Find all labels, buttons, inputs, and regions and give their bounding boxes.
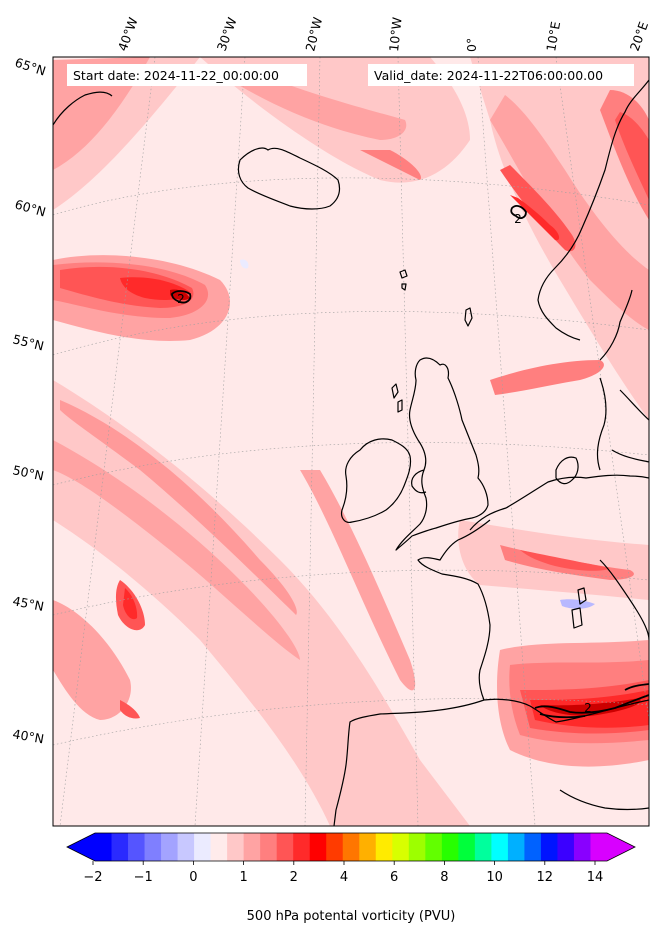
colorbar-segment: [161, 833, 178, 861]
colorbar-segment: [210, 833, 228, 861]
start-date-box: [67, 64, 307, 86]
colorbar-segment: [243, 833, 261, 861]
map-panel: 2 2 2: [53, 57, 649, 826]
colorbar-outline: [66, 832, 636, 862]
colorbar-segment: [276, 833, 294, 861]
lon-label-0: 0°: [464, 38, 479, 52]
outer-hebrides: [391, 383, 403, 413]
colorbar-label: 500 hPa potental vorticity (PVU): [247, 909, 456, 924]
faroe-islands: [399, 269, 408, 291]
lat-label-50n: 50°N: [11, 462, 45, 483]
sweden-coast: [596, 289, 633, 471]
denmark-coast: [555, 456, 579, 485]
north-africa-coast: [559, 789, 649, 811]
colorbar-tick-label: 10: [486, 870, 503, 885]
lon-label-10w: 10°W: [386, 16, 405, 52]
lat-label-60n: 60°N: [13, 196, 47, 219]
corsica-sardinia: [571, 587, 587, 629]
colorbar-segment: [177, 833, 195, 861]
colorbar-segment: [491, 833, 509, 861]
iceland-coast: [237, 147, 341, 210]
europe-north-coast: [469, 474, 649, 531]
lat-label-55n: 55°N: [11, 331, 45, 353]
colorbar-tick-label: 14: [587, 870, 604, 885]
colorbar-segment: [194, 833, 212, 861]
colorbar-tick-label: 8: [440, 870, 448, 885]
lon-label-20e: 20°E: [627, 20, 651, 53]
colorbar-tick-label: 2: [290, 870, 298, 885]
colorbar-segment: [342, 833, 360, 861]
scotland-england-coast: [395, 357, 489, 551]
colorbar-segment: [540, 833, 558, 861]
graticule: [53, 57, 649, 826]
valid-date-label: Valid_date: 2024-11-22T06:00:00.00: [374, 68, 603, 83]
colorbar-segment: [392, 833, 410, 861]
contour-label-2: 2: [514, 212, 522, 226]
colorbar-segment: [309, 833, 327, 861]
colorbar-tick-label: 0: [189, 870, 197, 885]
valid-date-box: [368, 64, 634, 86]
norway-coast: [537, 79, 649, 341]
colorbar-segment: [359, 833, 377, 861]
lat-label-65n: 65°N: [13, 55, 48, 79]
wales-coast: [411, 469, 427, 494]
colorbar-segment: [524, 833, 542, 861]
colorbar-segment: [590, 833, 608, 861]
lat-label-45n: 45°N: [11, 593, 45, 614]
longitude-labels: 40°W 30°W 20°W 10°W 0° 10°E 20°E: [115, 15, 651, 53]
latitude-labels: 65°N 60°N 55°N 50°N 45°N 40°N: [11, 55, 47, 747]
france-coast: [417, 519, 491, 701]
pv-2-contours: [171, 205, 649, 719]
map-frame: [52, 56, 650, 827]
lat-label-40n: 40°N: [11, 726, 45, 746]
contour-label-3: 2: [584, 701, 592, 715]
colorbar-tick-label: −1: [134, 870, 153, 885]
lon-label-30w: 30°W: [214, 15, 240, 53]
colorbar-segment: [474, 833, 492, 861]
colorbar-tick-label: 1: [239, 870, 247, 885]
colorbar-tick-label: 12: [537, 870, 554, 885]
colorbar: −2 −1 0 1 2 4 6 8 10 12 14: [66, 832, 636, 885]
colorbar-segment: [111, 833, 129, 861]
colorbar-extend-max: [607, 833, 635, 861]
colorbar-tick-label: 6: [390, 870, 398, 885]
coastlines: [53, 79, 649, 826]
greenland-coast: [53, 91, 113, 126]
colorbar-segment: [441, 833, 459, 861]
colorbar-segment: [507, 833, 525, 861]
colorbar-segment: [128, 833, 145, 861]
iberia-coast: [333, 699, 485, 826]
colorbar-segment: [573, 833, 591, 861]
colorbar-segment: [557, 833, 575, 861]
colorbar-segment: [375, 833, 393, 861]
colorbar-tick-label: −2: [83, 870, 102, 885]
lon-label-10e: 10°E: [543, 20, 563, 52]
colorbar-segment: [458, 833, 476, 861]
shetland-islands: [464, 307, 473, 327]
lon-label-40w: 40°W: [115, 15, 141, 53]
contour-label-1: 2: [177, 292, 185, 306]
lon-label-20w: 20°W: [302, 16, 325, 53]
colorbar-extend-min: [67, 833, 95, 861]
start-date-label: Start date: 2024-11-22_00:00:00: [73, 68, 279, 83]
colorbar-segment: [95, 833, 112, 861]
italy-coast: [599, 559, 649, 641]
colorbar-segment: [144, 833, 162, 861]
colorbar-segment: [425, 833, 443, 861]
colorbar-segment: [326, 833, 344, 861]
colorbar-segment: [293, 833, 311, 861]
ireland-coast: [340, 438, 412, 523]
colorbar-segment: [227, 833, 245, 861]
baltic-coast: [611, 389, 649, 463]
colorbar-segment: [260, 833, 278, 861]
colorbar-segment: [408, 833, 426, 861]
colorbar-tick-label: 4: [340, 870, 348, 885]
